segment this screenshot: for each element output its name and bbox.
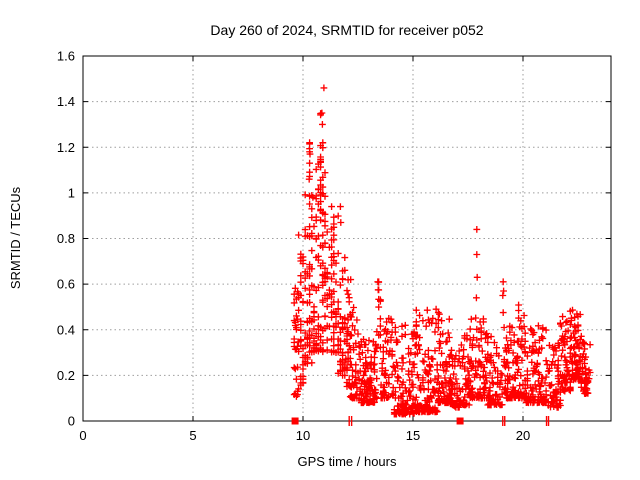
scatter-plus-markers — [290, 84, 594, 418]
plot-border — [82, 55, 612, 422]
y-tick-label: 1.2 — [57, 140, 75, 155]
y-tick-label: 0.4 — [57, 322, 75, 337]
x-tick-label: 5 — [189, 428, 196, 443]
y-tick-label: 1 — [68, 185, 75, 200]
x-axis-label: GPS time / hours — [298, 454, 397, 469]
chart-title: Day 260 of 2024, SRMTID for receiver p05… — [210, 22, 483, 38]
x-tick-label: 10 — [296, 428, 310, 443]
x-tick-label: 0 — [79, 428, 86, 443]
y-tick-label: 0.8 — [57, 231, 75, 246]
axis-tick-labels: 0 5 10 15 20 0 0.2 0.4 0.6 0.8 1 1.2 1.4 1.6 — [57, 49, 530, 443]
x-tick-label: 15 — [406, 428, 420, 443]
gap-marker-square — [456, 417, 464, 425]
y-tick-label: 0.2 — [57, 368, 75, 383]
y-tick-label: 0 — [68, 414, 75, 429]
y-axis-label: SRMTID / TECUs — [8, 186, 23, 289]
data-points — [290, 84, 594, 418]
gap-marker-square — [291, 417, 299, 425]
y-tick-label: 0.6 — [57, 277, 75, 292]
y-tick-label: 1.6 — [57, 49, 75, 64]
y-tick-label: 1.4 — [57, 94, 75, 109]
axis-gap-markers — [291, 416, 550, 426]
x-tick-label: 20 — [516, 428, 530, 443]
